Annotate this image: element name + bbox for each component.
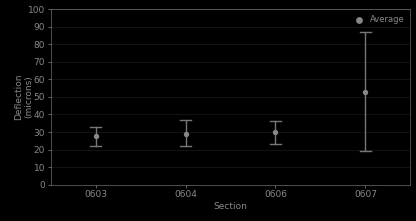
Y-axis label: Deflection
(microns): Deflection (microns)	[14, 74, 33, 120]
Point	[92, 134, 99, 137]
X-axis label: Section: Section	[213, 202, 248, 211]
Point	[272, 130, 279, 134]
Legend: Average: Average	[349, 13, 406, 26]
Point	[362, 90, 369, 93]
Point	[182, 132, 189, 135]
